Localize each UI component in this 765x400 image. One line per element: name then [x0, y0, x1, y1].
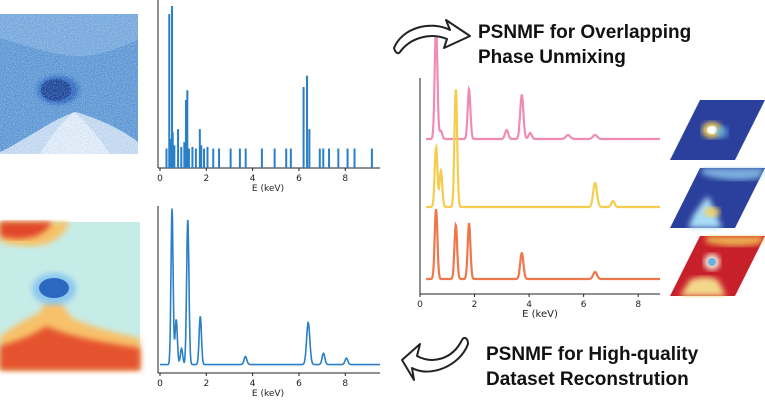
noisy-spectrum-bar [328, 148, 331, 168]
unmixing-title-line1: PSNMF for Overlapping [478, 22, 692, 43]
reconstructed-color-map [0, 222, 140, 370]
recon-tick-label: 4 [250, 379, 256, 389]
noisy-spectrum-bar [212, 148, 215, 168]
phase-tick-label: 2 [472, 300, 478, 310]
phase-x-label: E (keV) [522, 309, 558, 320]
noisy-spectrum-bar [168, 14, 171, 168]
phase-map-1 [670, 100, 765, 160]
phase-spectra-chart: 0 2 4 6 8 E (keV) [417, 27, 660, 320]
noisy-spectrum-bar [306, 75, 309, 168]
noisy-spectrum-bar [180, 146, 183, 168]
phase-spectrum-line-2 [426, 89, 660, 209]
noisy-spectrum-bar [198, 129, 201, 168]
noisy-spectrum-bar [191, 146, 194, 168]
noisy-spectrum-bar [184, 99, 187, 168]
noisy-spectrum-bar [244, 148, 247, 168]
noisy-spectrum-bar [203, 148, 205, 168]
noisy-spectrum-bar [194, 148, 197, 168]
curved-arrow-right-icon [393, 19, 471, 55]
phase-spectrum-line-1 [426, 27, 660, 141]
reconstruction-title-line1: PSNMF for High-quality [486, 344, 699, 365]
unmixing-title-line2: Phase Unmixing [478, 47, 626, 68]
noisy-spectrum-bar [260, 148, 263, 168]
noisy-spectrum-bar [318, 148, 321, 168]
noisy-blue-elemental-map [0, 14, 138, 154]
recon-x-label: E (keV) [252, 389, 284, 399]
noisy-tick-label: 6 [296, 174, 302, 184]
noisy-spectrum-bar [229, 148, 232, 168]
recon-tick-label: 0 [157, 379, 163, 389]
noisy-spectrum-bar [285, 148, 288, 168]
noisy-tick-label: 0 [157, 174, 163, 184]
noisy-spectrum-bar [337, 148, 340, 168]
phase-map-2 [670, 168, 765, 228]
noisy-spectrum-bar [289, 148, 292, 168]
noisy-spectrum-bar [200, 145, 203, 168]
noisy-spectrum-bar [171, 132, 174, 168]
noisy-spectrum-bar [173, 145, 176, 168]
noisy-spectrum-bar [238, 148, 241, 168]
recon-tick-label: 8 [342, 379, 348, 389]
phase-map-3 [670, 236, 765, 296]
noisy-tick-label: 2 [203, 174, 209, 184]
recon-tick-label: 6 [296, 379, 302, 389]
noisy-spectrum-bar [171, 6, 174, 168]
noisy-tick-label: 4 [250, 174, 256, 184]
noisy-spectrum-bar [302, 87, 305, 168]
noisy-spectrum-bar [186, 90, 189, 168]
unmixing-title: PSNMF for Overlapping Phase Unmixing [478, 20, 691, 70]
noisy-spectrum-bar [353, 148, 356, 168]
reconstructed-spectrum-chart: 0 2 4 6 8 E (keV) [157, 206, 380, 399]
phase-tick-label: 8 [635, 300, 641, 310]
noisy-tick-label: 8 [342, 174, 348, 184]
noisy-spectrum-bar [165, 148, 168, 168]
recon-tick-label: 2 [203, 379, 209, 389]
curved-arrow-left-icon [401, 336, 469, 381]
noisy-spectrum-bar [187, 148, 190, 168]
phase-tick-label: 6 [581, 300, 587, 310]
phase-tick-label: 0 [417, 300, 423, 310]
noisy-spectrum-bar [183, 142, 186, 168]
reconstruction-title-line2: Dataset Reconstrution [486, 369, 689, 390]
reconstructed-spectrum-line [160, 208, 380, 366]
noisy-spectrum-bar [206, 146, 209, 168]
phase-spectrum-line-3 [426, 208, 660, 281]
noisy-spectrum-bar [322, 148, 325, 168]
reconstruction-title: PSNMF for High-quality Dataset Reconstru… [486, 342, 698, 392]
phase-tick-label: 4 [526, 300, 532, 310]
noisy-spectrum-bar [370, 148, 373, 168]
noisy-x-label: E (keV) [252, 184, 284, 194]
noisy-spectrum-bar [169, 138, 172, 168]
noisy-spectrum-bar [346, 148, 349, 168]
noisy-spectrum-chart: 0 2 4 6 8 E (keV) [157, 0, 380, 194]
noisy-spectrum-bar [218, 148, 221, 168]
noisy-spectrum-bar [177, 129, 180, 168]
noisy-spectrum-bar [308, 129, 311, 168]
noisy-spectrum-bar [273, 148, 276, 168]
